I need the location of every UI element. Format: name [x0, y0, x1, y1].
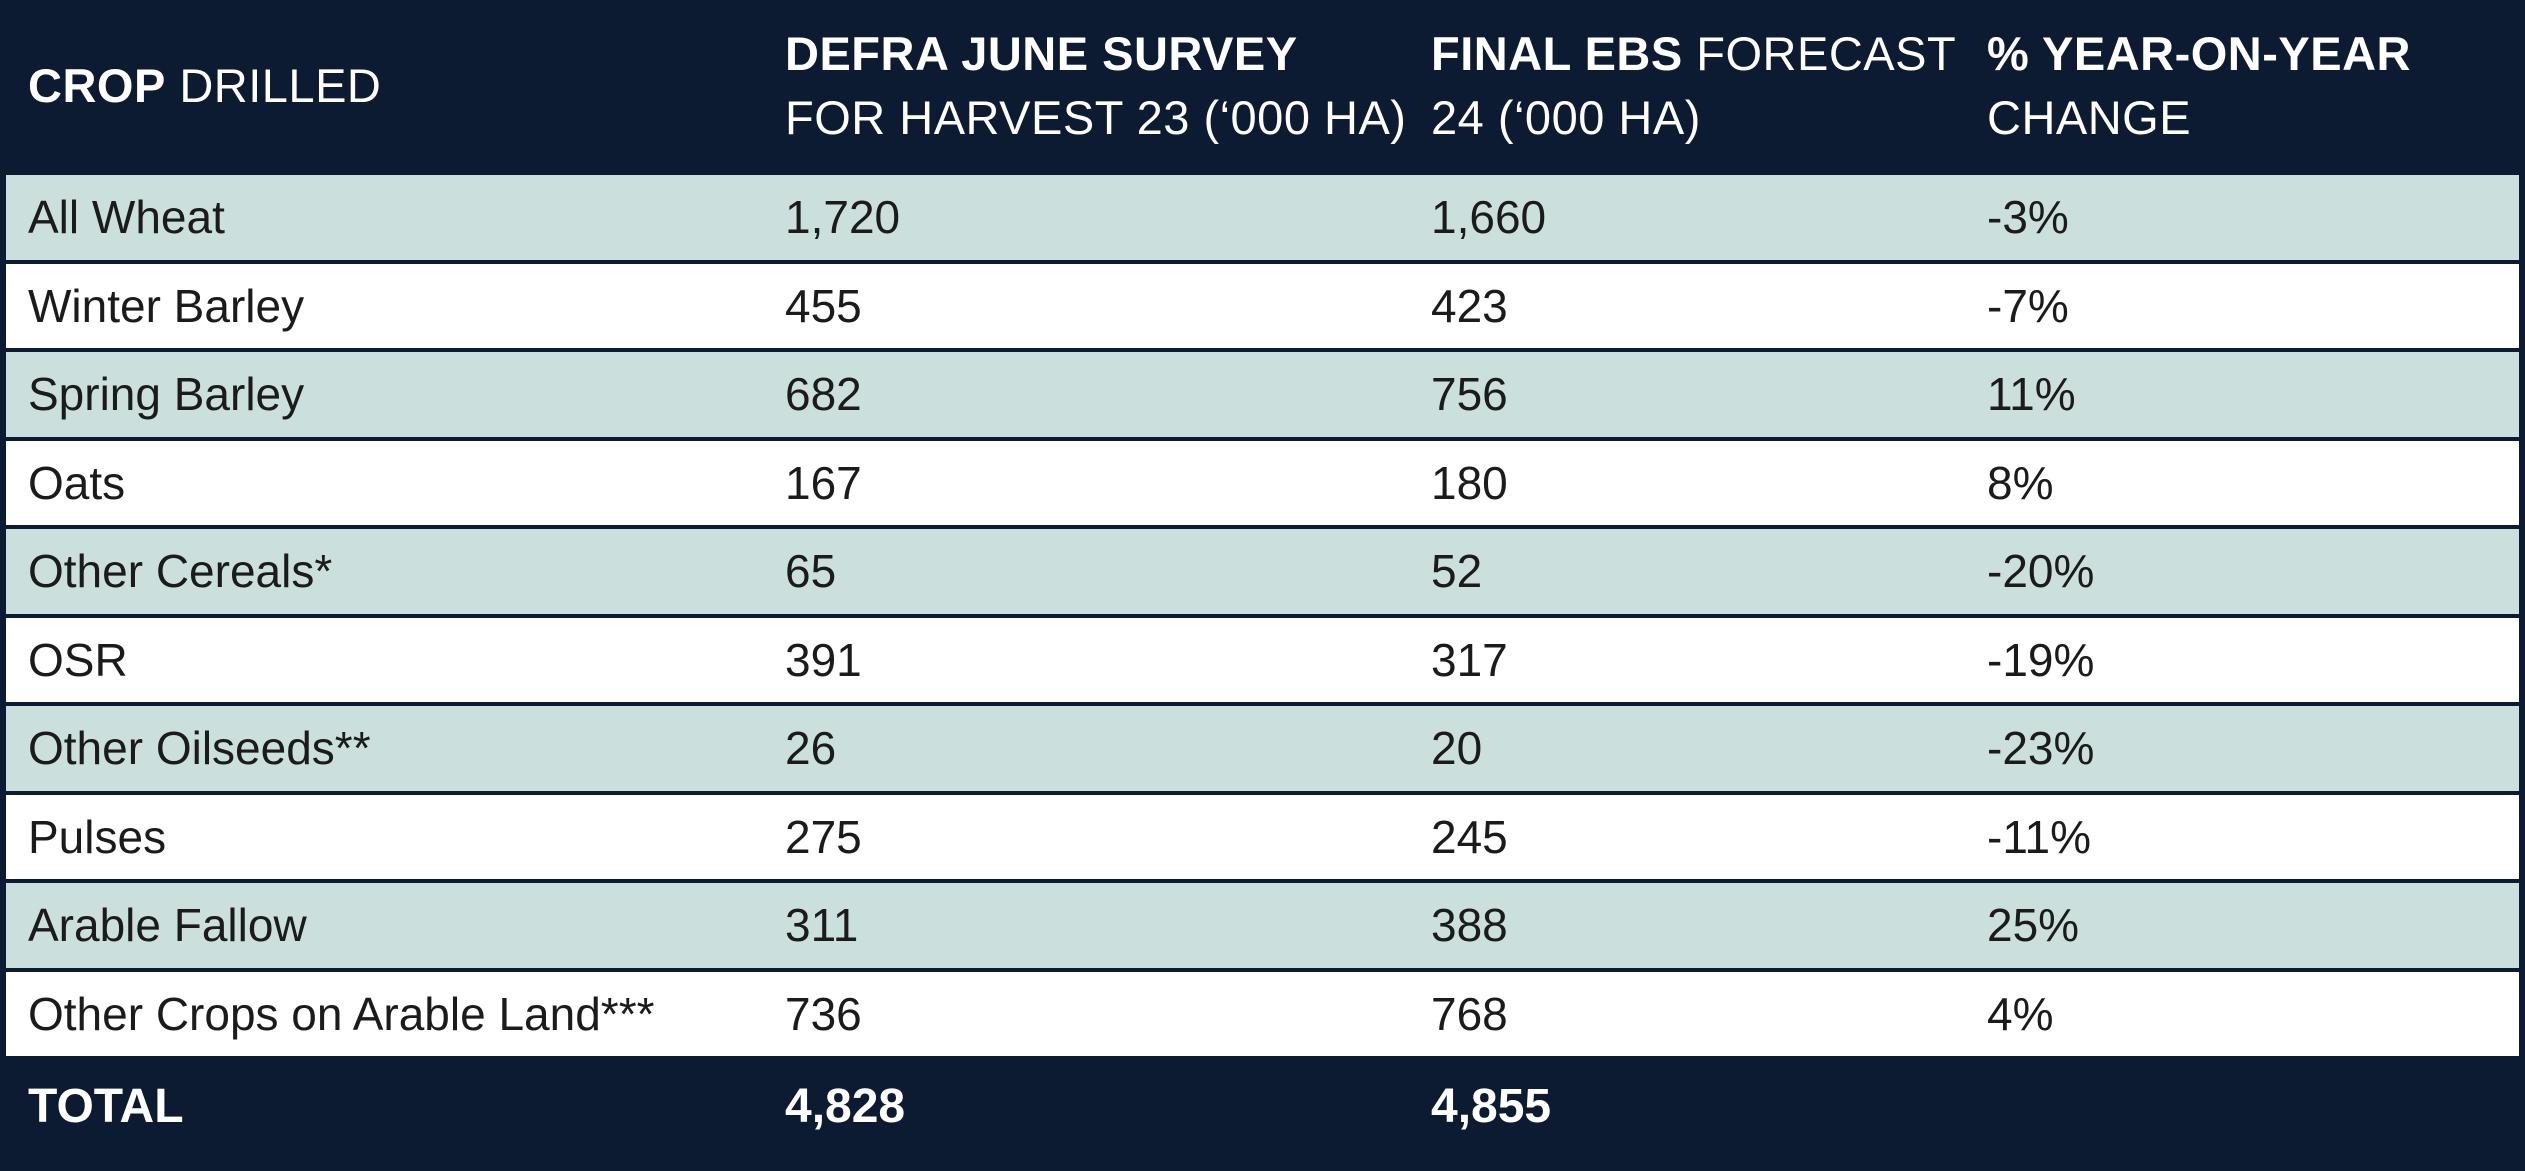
total-label: TOTAL — [6, 1060, 763, 1152]
defra-cell: 275 — [763, 794, 1409, 879]
total-row: TOTAL 4,828 4,855 — [6, 1060, 2519, 1152]
ebs-cell: 756 — [1409, 352, 1965, 437]
defra-cell: 391 — [763, 617, 1409, 702]
defra-cell: 736 — [763, 971, 1409, 1056]
change-cell: -11% — [1965, 794, 2519, 879]
header-crop-drilled: CROP DRILLED — [6, 0, 763, 171]
defra-cell: 26 — [763, 706, 1409, 791]
table-row: Other Crops on Arable Land*** 736 768 4% — [6, 971, 2519, 1056]
ebs-cell: 317 — [1409, 617, 1965, 702]
defra-cell: 65 — [763, 529, 1409, 614]
crop-cell: Arable Fallow — [6, 883, 763, 968]
total-defra: 4,828 — [763, 1060, 1409, 1152]
change-cell: -23% — [1965, 706, 2519, 791]
ebs-cell: 423 — [1409, 263, 1965, 348]
total-change-empty — [1965, 1060, 2519, 1152]
ebs-cell: 768 — [1409, 971, 1965, 1056]
table-row: Pulses 275 245 -11% — [6, 794, 2519, 879]
total-ebs: 4,855 — [1409, 1060, 1965, 1152]
header-defra-june-survey: DEFRA JUNE SURVEY FOR HARVEST 23 (‘000 H… — [763, 0, 1409, 171]
table-row: OSR 391 317 -19% — [6, 617, 2519, 702]
ebs-cell: 388 — [1409, 883, 1965, 968]
change-cell: -19% — [1965, 617, 2519, 702]
change-cell: 11% — [1965, 352, 2519, 437]
defra-cell: 1,720 — [763, 175, 1409, 260]
ebs-cell: 180 — [1409, 440, 1965, 525]
crop-cell: OSR — [6, 617, 763, 702]
table-row: Arable Fallow 311 388 25% — [6, 883, 2519, 968]
table-row: Other Cereals* 65 52 -20% — [6, 529, 2519, 614]
defra-cell: 455 — [763, 263, 1409, 348]
change-cell: -20% — [1965, 529, 2519, 614]
defra-cell: 311 — [763, 883, 1409, 968]
crop-cell: Other Cereals* — [6, 529, 763, 614]
table-header-row: CROP DRILLED DEFRA JUNE SURVEY FOR HARVE… — [6, 0, 2519, 171]
defra-cell: 682 — [763, 352, 1409, 437]
table-row: Oats 167 180 8% — [6, 440, 2519, 525]
crop-cell: All Wheat — [6, 175, 763, 260]
ebs-cell: 20 — [1409, 706, 1965, 791]
crop-cell: Oats — [6, 440, 763, 525]
table-row: All Wheat 1,720 1,660 -3% — [6, 175, 2519, 260]
change-cell: 8% — [1965, 440, 2519, 525]
header-yoy-change: % YEAR-ON-YEAR CHANGE — [1965, 0, 2519, 171]
defra-cell: 167 — [763, 440, 1409, 525]
change-cell: -7% — [1965, 263, 2519, 348]
ebs-cell: 1,660 — [1409, 175, 1965, 260]
crop-cell: Spring Barley — [6, 352, 763, 437]
table-row: Winter Barley 455 423 -7% — [6, 263, 2519, 348]
crop-cell: Pulses — [6, 794, 763, 879]
crop-cell: Other Oilseeds** — [6, 706, 763, 791]
table-row: Spring Barley 682 756 11% — [6, 352, 2519, 437]
change-cell: -3% — [1965, 175, 2519, 260]
crop-cell: Winter Barley — [6, 263, 763, 348]
ebs-cell: 245 — [1409, 794, 1965, 879]
crop-area-table: CROP DRILLED DEFRA JUNE SURVEY FOR HARVE… — [6, 0, 2519, 1156]
change-cell: 25% — [1965, 883, 2519, 968]
change-cell: 4% — [1965, 971, 2519, 1056]
table-row: Other Oilseeds** 26 20 -23% — [6, 706, 2519, 791]
ebs-cell: 52 — [1409, 529, 1965, 614]
header-final-ebs-forecast: FINAL EBS FORECAST 24 (‘000 HA) — [1409, 0, 1965, 171]
crop-cell: Other Crops on Arable Land*** — [6, 971, 763, 1056]
